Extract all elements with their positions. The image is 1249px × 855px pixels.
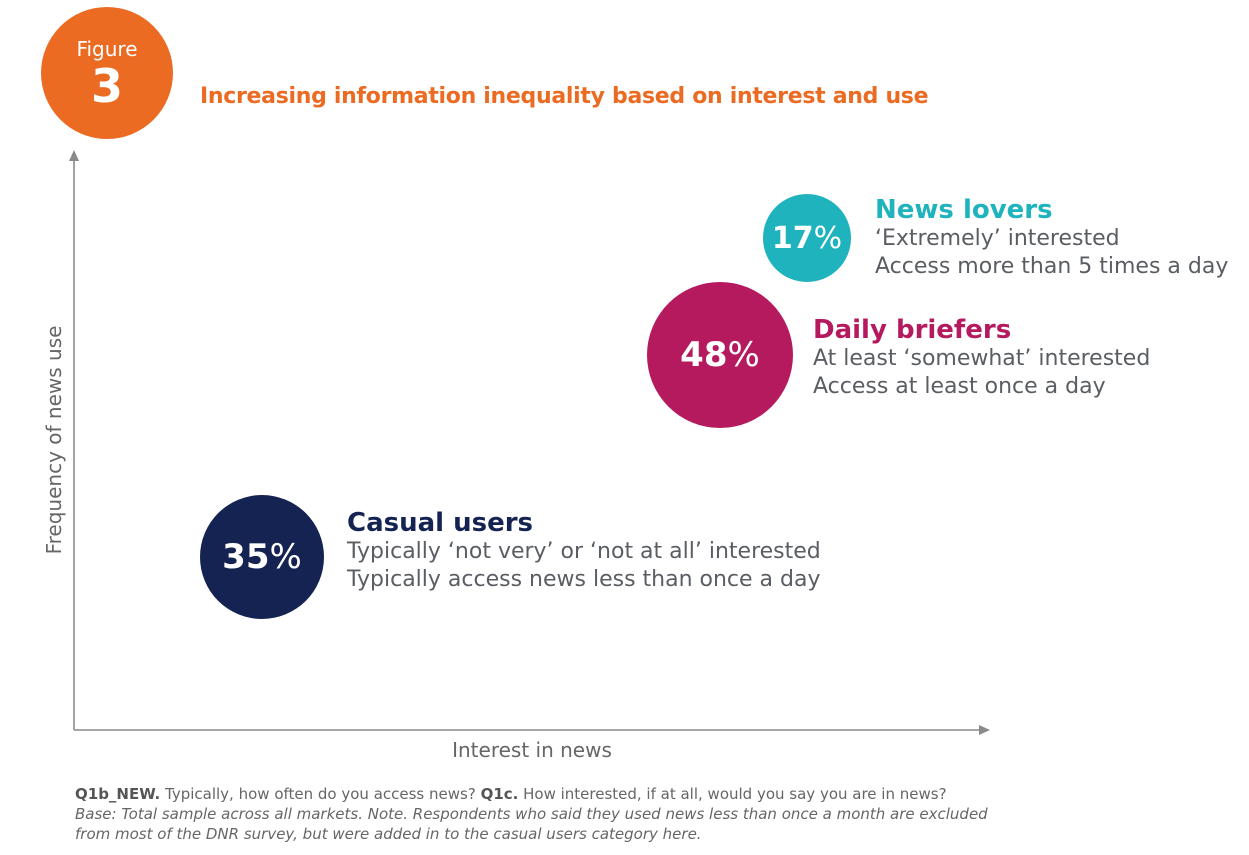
bubble-unit: % bbox=[269, 536, 302, 577]
segment-description-2: Access at least once a day bbox=[813, 374, 1106, 399]
figure-number: 3 bbox=[90, 59, 123, 113]
segment-label-casual-users: Casual users Typically ‘not very’ or ‘no… bbox=[347, 508, 821, 594]
y-axis-label: Frequency of news use bbox=[42, 325, 66, 555]
footnote-q1-text: Typically, how often do you access news? bbox=[160, 785, 481, 803]
bubble-news-lovers: 17% bbox=[763, 194, 851, 282]
footnote-questions: Q1b_NEW. Typically, how often do you acc… bbox=[75, 784, 988, 804]
figure-title: Increasing information inequality based … bbox=[200, 84, 929, 109]
footnote: Q1b_NEW. Typically, how often do you acc… bbox=[75, 784, 988, 844]
bubble-value: 35 bbox=[222, 536, 270, 577]
x-axis-arrow bbox=[979, 725, 990, 735]
bubble-casual-users: 35% bbox=[199, 494, 325, 620]
figure-label: Figure bbox=[76, 37, 138, 61]
segment-label-news-lovers: News lovers ‘Extremely’ interested Acces… bbox=[875, 195, 1228, 281]
x-axis-label: Interest in news bbox=[452, 738, 612, 762]
bubble-unit: % bbox=[813, 220, 843, 256]
segment-name: Casual users bbox=[347, 508, 534, 538]
bubble-value: 48 bbox=[680, 335, 728, 375]
segment-name: News lovers bbox=[875, 195, 1053, 225]
segment-description-1: At least ‘somewhat’ interested bbox=[813, 346, 1151, 371]
footnote-base-line2: from most of the DNR survey, but were ad… bbox=[75, 825, 702, 843]
segment-name: Daily briefers bbox=[813, 315, 1012, 345]
figure-badge: Figure 3 bbox=[41, 7, 173, 139]
footnote-base-line1: Base: Total sample across all markets. N… bbox=[75, 805, 988, 823]
y-axis-arrow bbox=[69, 150, 79, 161]
bubble-daily-briefers: 48% bbox=[647, 282, 793, 428]
segment-description-1: Typically ‘not very’ or ‘not at all’ int… bbox=[347, 539, 821, 564]
footnote-q1-code: Q1b_NEW. bbox=[75, 785, 161, 803]
segment-description-2: Access more than 5 times a day bbox=[875, 254, 1229, 279]
footnote-q2-code: Q1c. bbox=[480, 785, 519, 803]
segment-label-daily-briefers: Daily briefers At least ‘somewhat’ inter… bbox=[813, 315, 1150, 401]
segment-description-1: ‘Extremely’ interested bbox=[875, 226, 1120, 251]
segment-description-2: Typically access news less than once a d… bbox=[347, 567, 821, 592]
bubble-unit: % bbox=[727, 335, 760, 375]
bubble-value: 17 bbox=[771, 220, 814, 256]
footnote-q2-text: How interested, if at all, would you say… bbox=[518, 785, 947, 803]
